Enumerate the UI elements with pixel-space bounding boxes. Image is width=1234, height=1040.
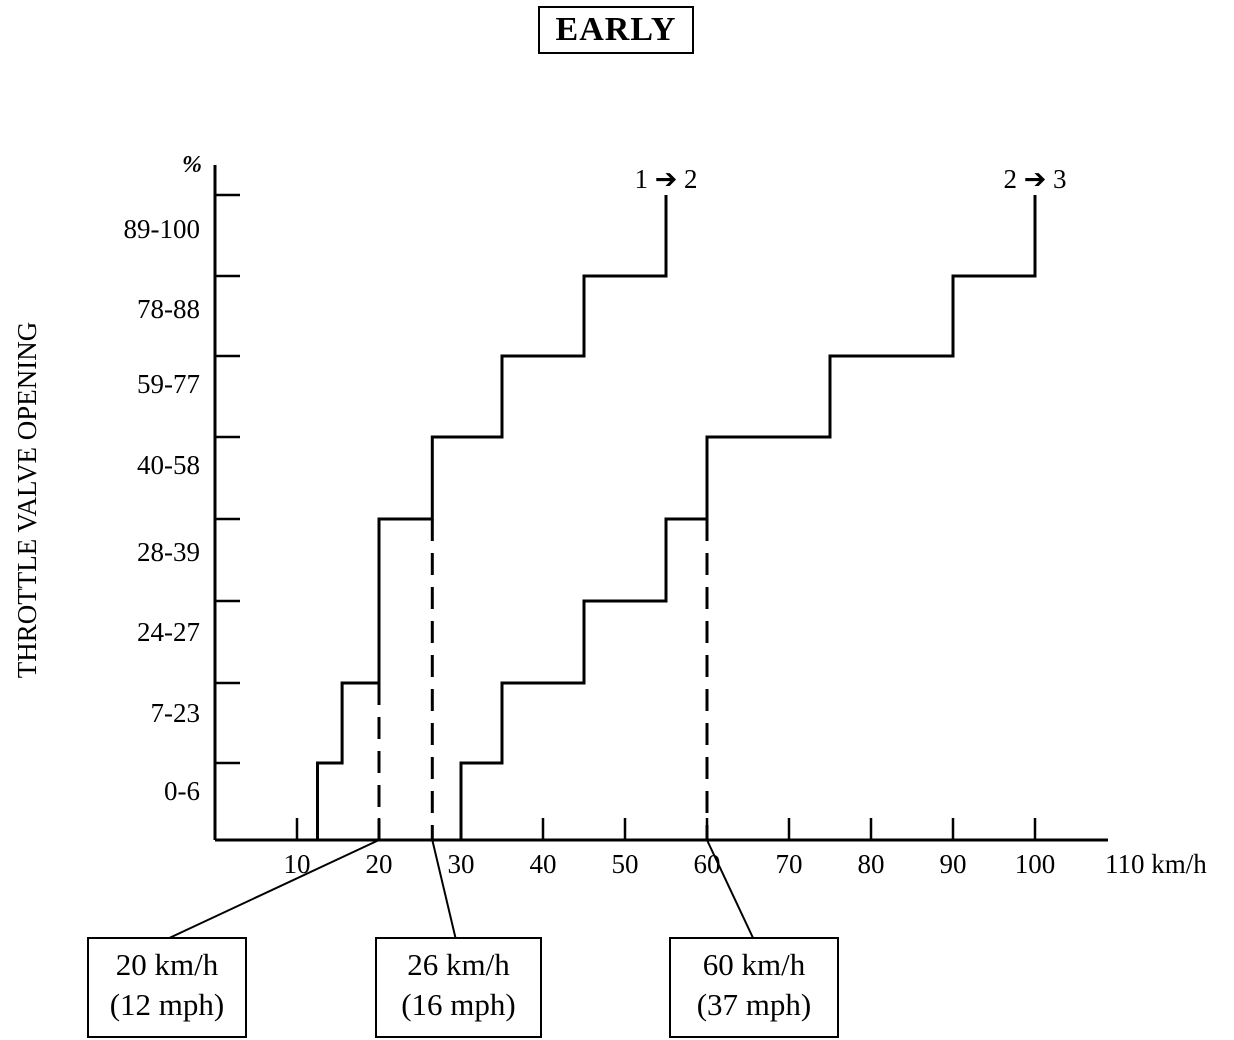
shift-step-path [459, 195, 1037, 840]
y-band-label: 89-100 [124, 214, 201, 244]
callout-speed-mph: (16 mph) [401, 987, 516, 1022]
callout-speed-kmh: 20 km/h [115, 947, 219, 982]
shift-line-2-3: 2 ➔ 3 [459, 164, 1067, 840]
series-label: 1 ➔ 2 [634, 164, 697, 194]
callout-speed-kmh: 60 km/h [702, 947, 806, 982]
axis-labels: 10 20 30 40 50 60 70 80 90 100 110 km/h 0-6 7-23 24-2… [12, 152, 1207, 879]
marker-lines [164, 519, 755, 941]
callout-box-60kmh: 60 km/h (37 mph) [669, 937, 839, 1038]
series-group: 1 ➔ 2 2 ➔ 3 [316, 164, 1067, 840]
x-tick-label: 10 [284, 849, 311, 879]
y-band-label: 0-6 [164, 776, 200, 806]
x-tick-label: 80 [858, 849, 885, 879]
callout-speed-kmh: 26 km/h [407, 947, 510, 982]
y-band-label: 59-77 [137, 369, 200, 399]
callout-speed-mph: (37 mph) [696, 987, 812, 1022]
callout-speed-mph: (12 mph) [109, 987, 225, 1022]
x-tick-label: 40 [530, 849, 557, 879]
y-axis-title: THROTTLE VALVE OPENING [12, 322, 42, 679]
callout-leader-line [164, 839, 380, 941]
x-tick-label: 50 [612, 849, 639, 879]
shift-line-1-2: 1 ➔ 2 [316, 164, 698, 840]
series-label: 2 ➔ 3 [1003, 164, 1066, 194]
x-tick-label: 20 [366, 849, 393, 879]
y-band-label: 7-23 [151, 698, 201, 728]
x-tick-label: 30 [448, 849, 475, 879]
chart-title: EARLY [538, 6, 694, 54]
x-tick-label: 90 [940, 849, 967, 879]
callout-leader-line [706, 839, 755, 941]
y-band-label: 24-27 [137, 617, 200, 647]
y-band-label: 78-88 [137, 294, 200, 324]
y-band-label: 40-58 [137, 450, 200, 480]
shift-step-path [316, 195, 668, 840]
callout-leader-line [431, 839, 457, 941]
callout-box-20kmh: 20 km/h (12 mph) [87, 937, 247, 1038]
x-tick-label: 60 [694, 849, 721, 879]
y-band-label: 28-39 [137, 537, 200, 567]
x-tick-label: 70 [776, 849, 803, 879]
axes [213, 165, 1108, 842]
y-unit-label: % [182, 152, 202, 178]
x-tick-label: 100 [1015, 849, 1056, 879]
callout-box-26kmh: 26 km/h (16 mph) [375, 937, 542, 1038]
x-tick-label: 110 km/h [1105, 849, 1207, 879]
